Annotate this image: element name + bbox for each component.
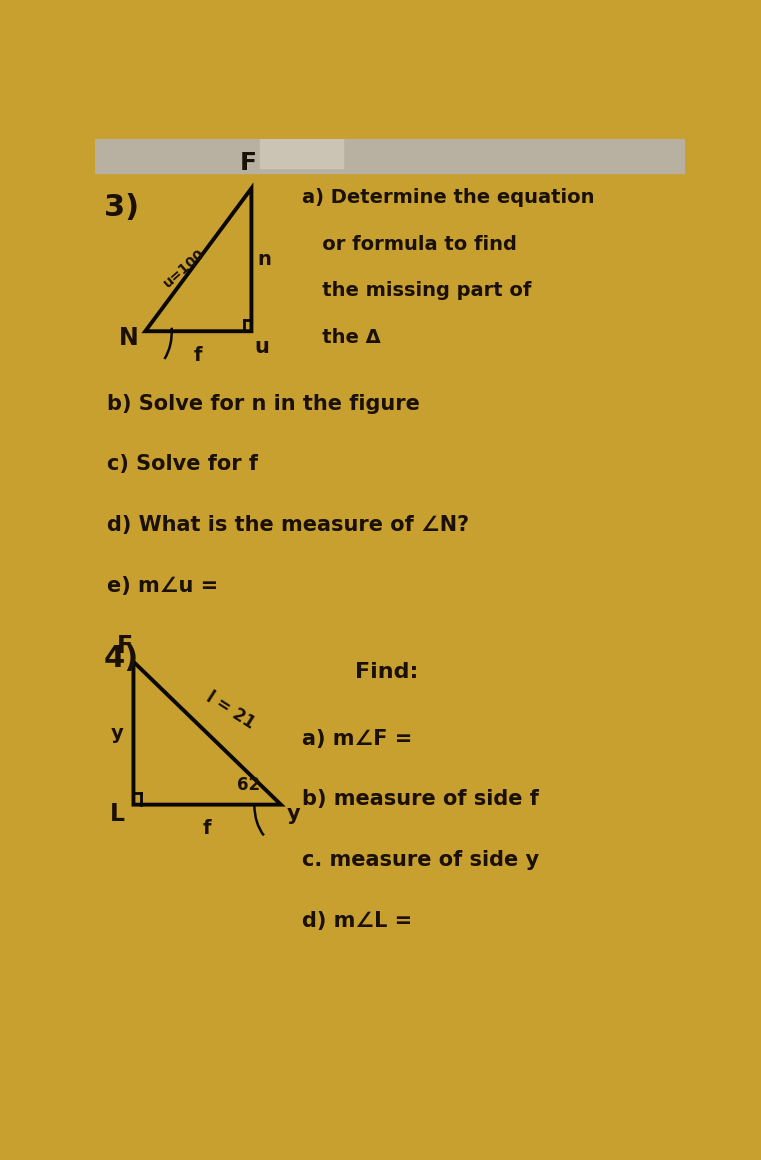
Text: 4): 4) (104, 644, 139, 673)
Text: u: u (255, 338, 269, 357)
Text: y: y (287, 804, 301, 824)
Text: n: n (257, 251, 272, 269)
Text: b) Solve for n in the figure: b) Solve for n in the figure (107, 393, 420, 414)
Text: F: F (240, 151, 257, 175)
Text: f: f (203, 819, 212, 839)
Text: e) m∠u =: e) m∠u = (107, 577, 218, 596)
Text: a) Determine the equation: a) Determine the equation (301, 188, 594, 208)
Text: 3): 3) (104, 193, 139, 222)
Text: d) What is the measure of ∠N?: d) What is the measure of ∠N? (107, 515, 469, 535)
Text: Find:: Find: (355, 661, 418, 682)
Text: l = 21: l = 21 (203, 689, 259, 733)
Text: or formula to find: or formula to find (301, 234, 517, 254)
Text: f: f (194, 346, 202, 365)
Text: b) measure of side f: b) measure of side f (301, 790, 539, 810)
Text: 62: 62 (237, 776, 260, 793)
Text: c. measure of side y: c. measure of side y (301, 850, 539, 870)
Bar (95, 139, 685, 173)
Text: d) m∠L =: d) m∠L = (301, 911, 412, 931)
Text: the missing part of: the missing part of (301, 281, 531, 300)
Text: L: L (110, 802, 125, 826)
Text: u=100: u=100 (160, 247, 207, 291)
Text: c) Solve for f: c) Solve for f (107, 455, 258, 474)
Bar (260, 139, 343, 168)
Text: N: N (119, 326, 139, 350)
Text: F: F (116, 633, 132, 658)
Text: a) m∠F =: a) m∠F = (301, 728, 412, 748)
Text: the Δ: the Δ (301, 327, 380, 347)
Text: y: y (110, 724, 123, 742)
